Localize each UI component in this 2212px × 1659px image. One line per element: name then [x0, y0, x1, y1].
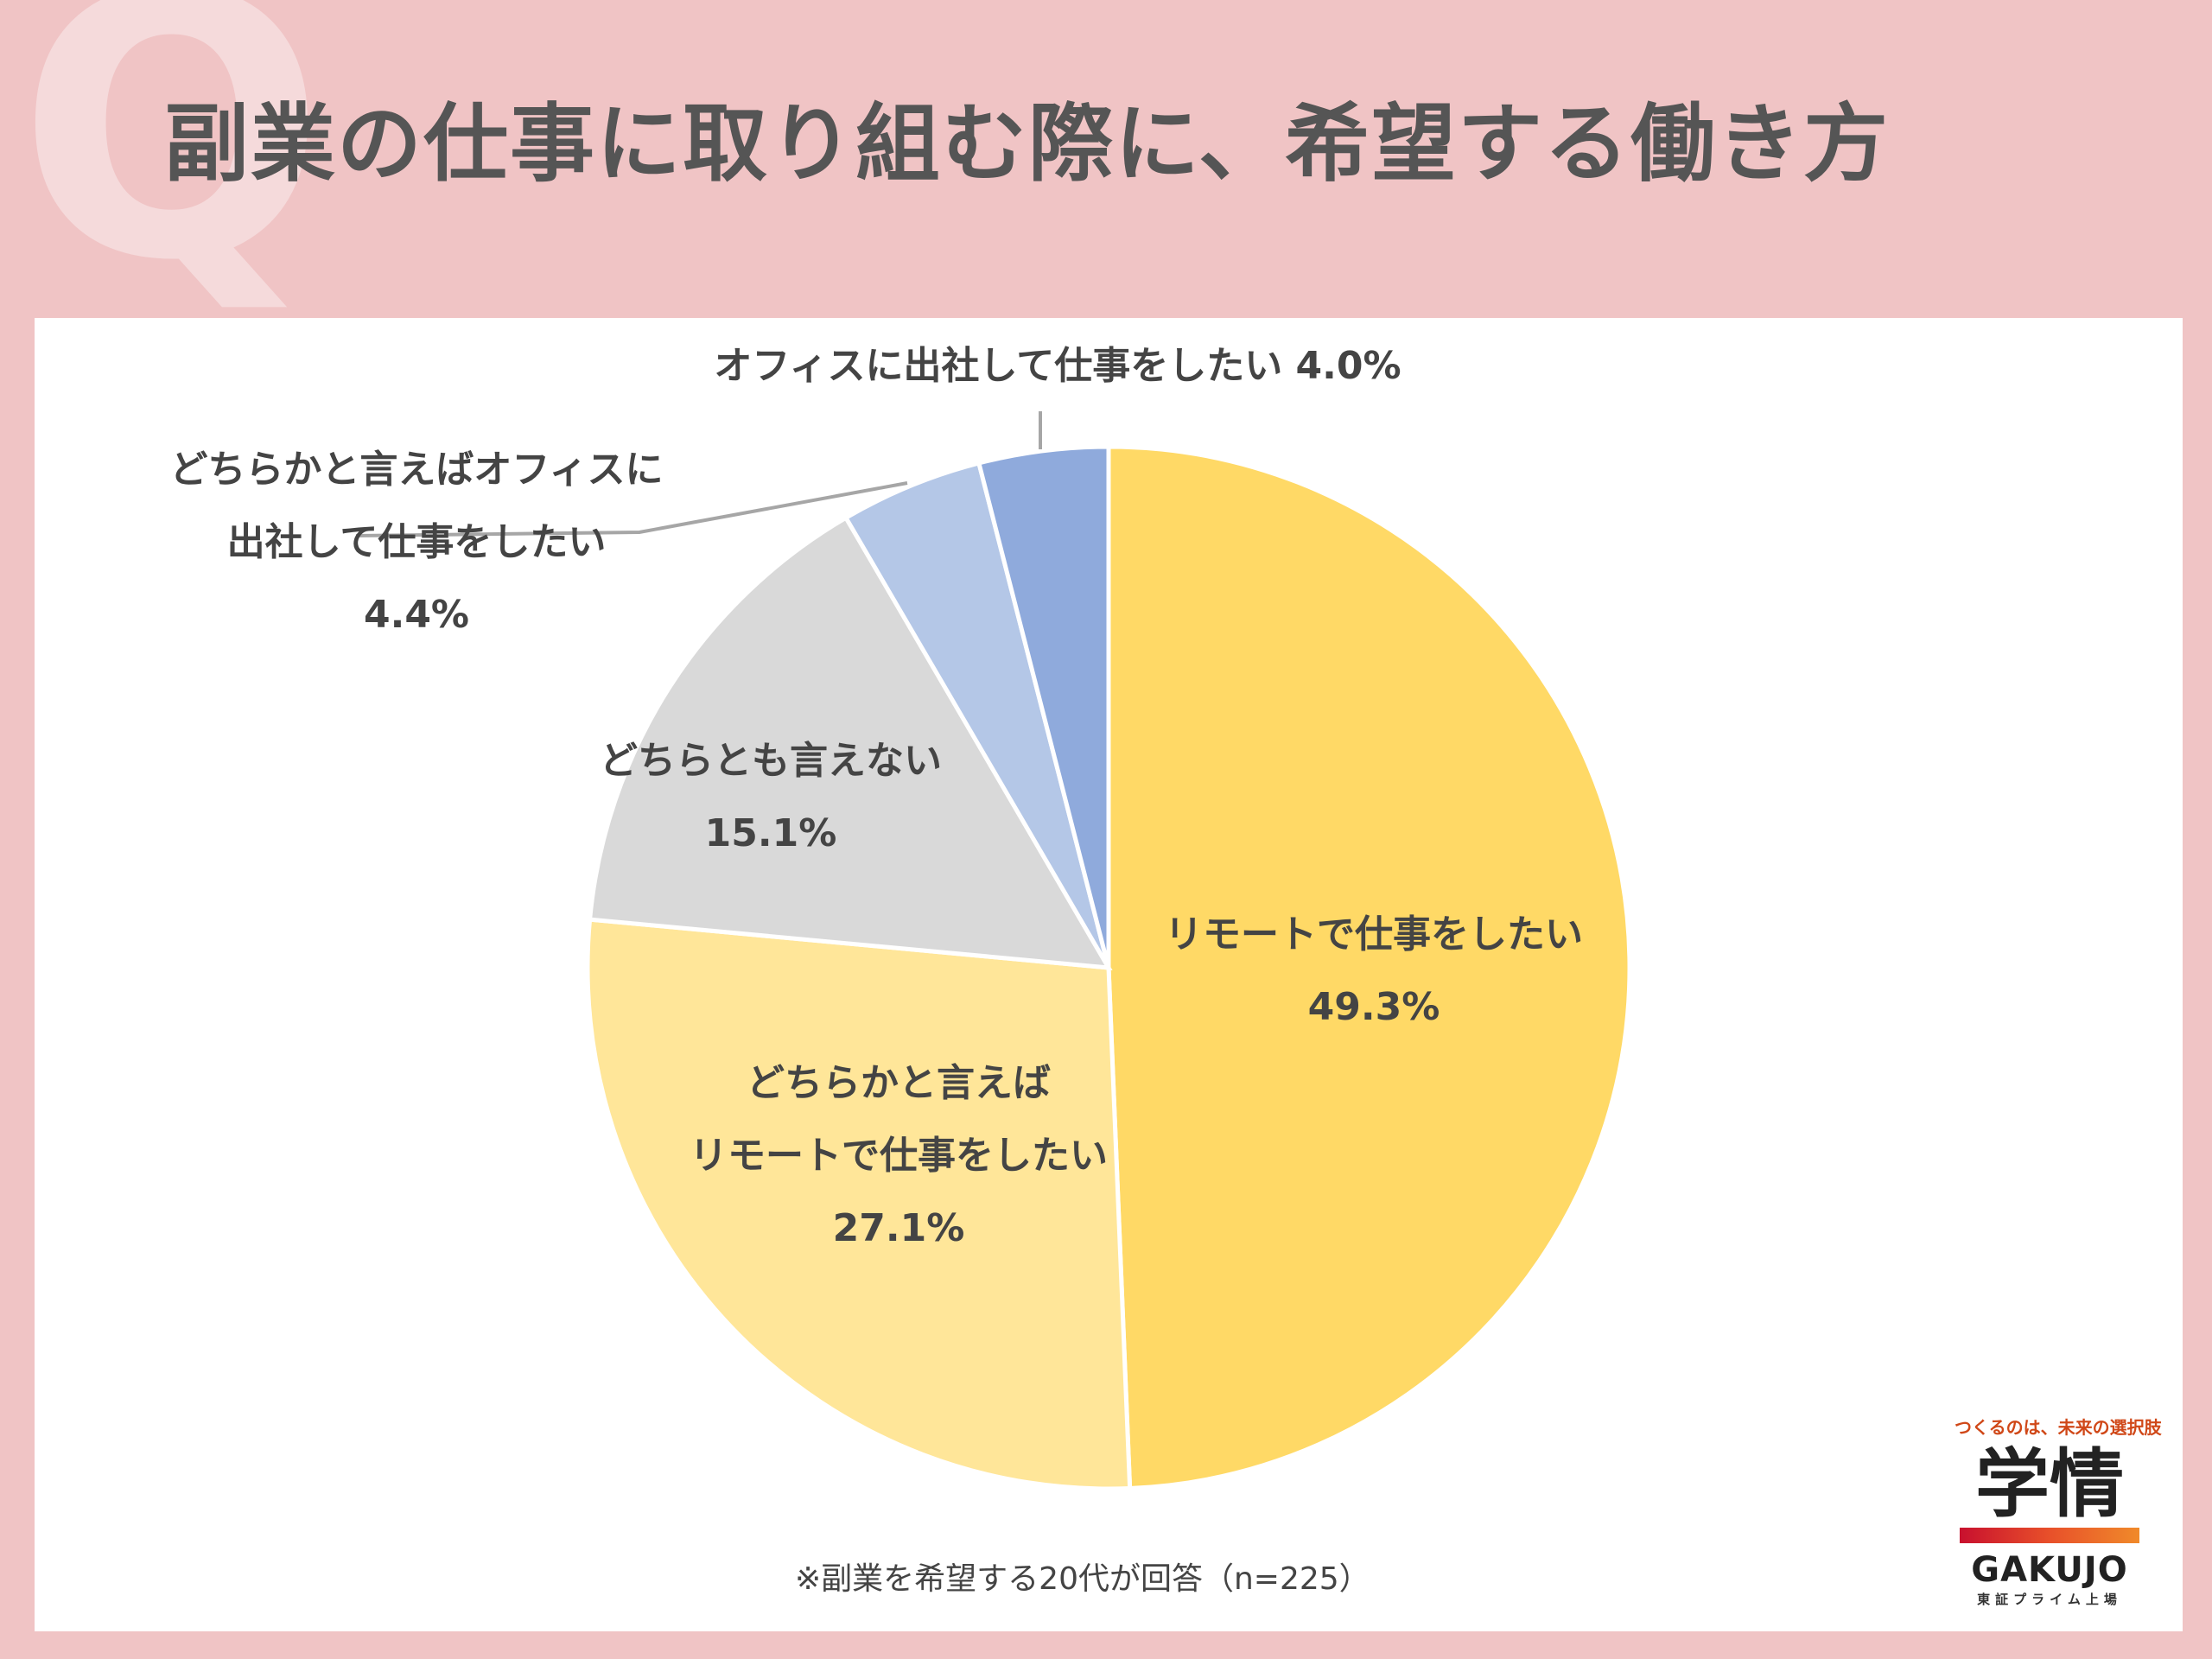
gakujo-logo: つくるのは、未来の選択肢 学情 GAKUJO 東証プライム上場: [1955, 1414, 2162, 1621]
chart-panel: リモートで仕事をしたい 49.3% どちらかと言えば リモートで仕事をしたい 27.1%…: [35, 318, 2183, 1631]
leader-line-4: [355, 481, 908, 537]
data-label-1-line-1: リモートで仕事をしたい: [1165, 912, 1583, 957]
logo-name: GAKUJO: [1971, 1549, 2128, 1590]
header-band: Q 副業の仕事に取り組む際に、希望する働き方: [0, 0, 2212, 311]
q-watermark: Q: [17, 0, 327, 340]
logo-bar: [1960, 1527, 2139, 1543]
data-label-3-line-2: 15.1%: [705, 811, 837, 855]
pie-slice-3: [587, 514, 1113, 970]
data-label-2-line-2: リモートで仕事をしたい: [690, 1134, 1108, 1178]
data-label-1-line-2: 49.3%: [1308, 985, 1440, 1029]
pie-chart: リモートで仕事をしたい49.3%どちらかと言えばリモートで仕事をしたい27.1%…: [169, 344, 1632, 1491]
data-label-4-line-3: 4.4%: [364, 593, 469, 637]
pie-slice-1: [1106, 444, 1632, 1491]
data-label-2-line-1: どちらかと言えば: [747, 1061, 1051, 1105]
data-label-4-line-2: 出社して仕事をしたい: [227, 520, 607, 564]
logo-mark: 学情: [1975, 1441, 2124, 1528]
data-label-2-line-3: 27.1%: [833, 1206, 965, 1250]
logo-sub: 東証プライム上場: [1977, 1591, 2122, 1607]
data-label-5-line-1: オフィスに出社して仕事をしたい 4.0%: [714, 344, 1401, 388]
data-label-3-line-1: どちらとも言えない: [600, 739, 942, 783]
pie-slice-5: [976, 444, 1111, 969]
footnote: ※副業を希望する20代が回答（n=225）: [795, 1561, 1370, 1597]
logo-tagline: つくるのは、未来の選択肢: [1955, 1417, 2162, 1438]
pie-slice-2: [585, 917, 1133, 1491]
pie-slice-4: [842, 460, 1111, 969]
data-label-4-line-1: どちらかと言えばオフィスに: [169, 448, 663, 492]
page-title: 副業の仕事に取り組む際に、希望する働き方: [164, 95, 1891, 194]
